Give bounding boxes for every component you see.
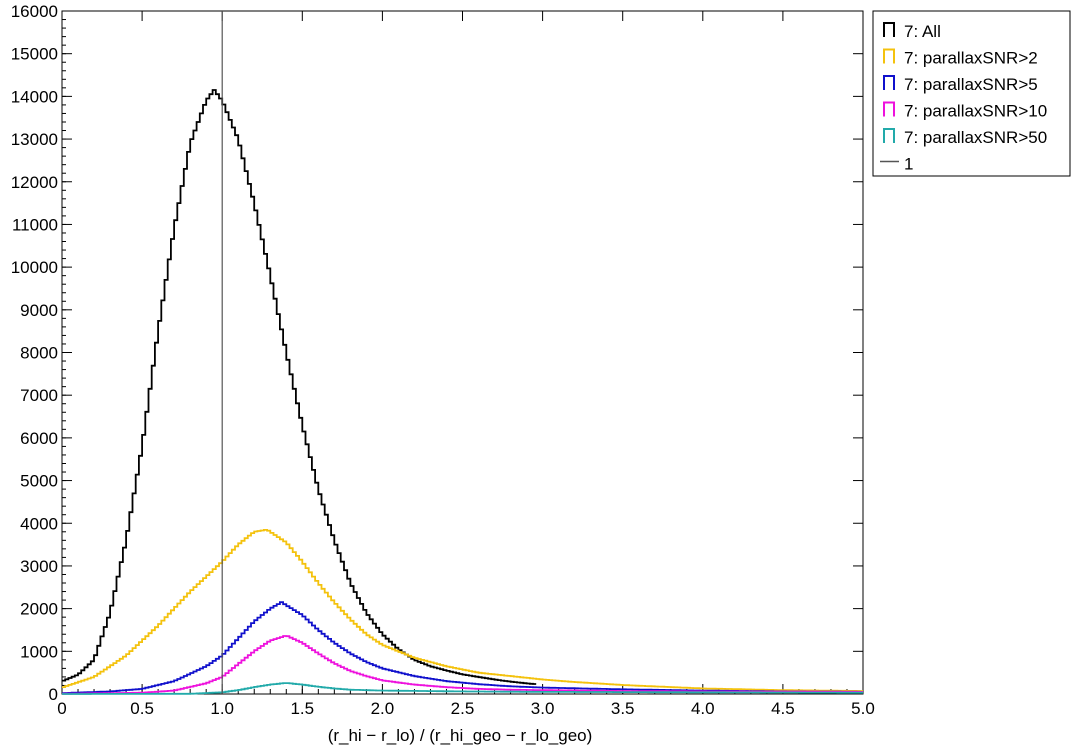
- series-line-4: [62, 682, 863, 695]
- y-tick-label: 13000: [11, 130, 58, 149]
- legend-label-4: 7: parallaxSNR>50: [904, 128, 1047, 147]
- y-tick-label: 2000: [20, 600, 58, 619]
- legend-swatch-0: [883, 22, 895, 37]
- x-tick-label: 2.0: [371, 699, 395, 718]
- y-tick-label: 4000: [20, 514, 58, 533]
- legend-box: [872, 10, 1071, 177]
- legend-label-1: 7: parallaxSNR>2: [904, 49, 1038, 68]
- series-layer: [62, 89, 863, 695]
- legend-swatch-4: [883, 128, 895, 143]
- x-tick-label: 3.0: [531, 699, 555, 718]
- series-line-1: [62, 529, 863, 692]
- x-tick-label: 3.5: [611, 699, 635, 718]
- y-tick-label: 7000: [20, 386, 58, 405]
- legend-swatch-2: [883, 75, 895, 90]
- legend-label-vline: 1: [904, 155, 913, 174]
- x-tick-label: 0: [57, 699, 66, 718]
- x-tick-label: 1.5: [290, 699, 314, 718]
- plot-frame: [61, 10, 864, 695]
- y-tick-label: 15000: [11, 45, 58, 64]
- x-tick-label: 0.5: [130, 699, 154, 718]
- y-tick-label: 5000: [20, 472, 58, 491]
- y-tick-label: 12000: [11, 173, 58, 192]
- legend-label-3: 7: parallaxSNR>10: [904, 102, 1047, 121]
- y-tick-label: 10000: [11, 258, 58, 277]
- series-line-2: [62, 601, 863, 694]
- x-axis-ticks: 0 0.5 1.0 1.5 2.0 2.5 3.0 3.5 4.0 4.5 5.0: [57, 11, 875, 718]
- x-axis-title: (r_hi − r_lo) / (r_hi_geo − r_lo_geo): [328, 726, 593, 745]
- legend-swatch-1: [883, 48, 895, 64]
- y-tick-label: 3000: [20, 557, 58, 576]
- y-tick-label: 16000: [11, 2, 58, 21]
- y-tick-label: 1000: [20, 642, 58, 661]
- legend: 7: All 7: parallaxSNR>2 7: parallaxSNR>5 7:…: [872, 10, 1071, 177]
- series-line-0: [62, 89, 537, 685]
- y-tick-label: 9000: [20, 301, 58, 320]
- legend-label-2: 7: parallaxSNR>5: [904, 75, 1038, 94]
- x-tick-label: 2.5: [451, 699, 475, 718]
- x-tick-label: 4.5: [771, 699, 795, 718]
- x-tick-label: 4.0: [691, 699, 715, 718]
- x-tick-label: 1.0: [210, 699, 234, 718]
- y-tick-label: 11000: [12, 215, 58, 234]
- legend-swatch-3: [883, 101, 895, 117]
- x-tick-label: 5.0: [851, 699, 875, 718]
- y-tick-label: 0: [49, 685, 58, 704]
- y-tick-label: 8000: [20, 344, 58, 363]
- y-tick-label: 14000: [11, 87, 58, 106]
- legend-label-0: 7: All: [904, 22, 941, 41]
- y-tick-label: 6000: [20, 429, 58, 448]
- y-axis-ticks: 0 1000 2000 3000 4000 5000 6000 7000 8000 9000 100…: [11, 2, 863, 704]
